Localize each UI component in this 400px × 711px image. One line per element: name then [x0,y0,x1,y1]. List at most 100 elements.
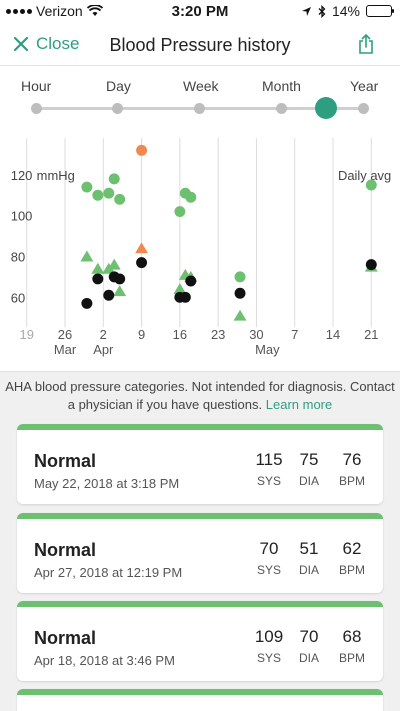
pulse-point [81,297,93,309]
sys-metric: 70 SYS [249,539,289,577]
bpm-value: 68 [342,627,362,646]
diastolic-point [107,258,121,270]
systolic-point [81,181,93,193]
scale-stop-day[interactable] [112,103,123,114]
x-tick-label: 26 [58,327,72,342]
y-tick-label: 60 [11,290,25,305]
bp-chart: 19 26 2 9 16 23 30 7 14 21 Mar Apr May 60 80 100 120 mmHg… [0,137,400,372]
share-button[interactable] [358,33,374,59]
systolic-point [103,187,115,199]
y-tick-label: 80 [11,249,25,264]
dia-value: 75 [299,450,319,469]
dia-metric: 75 DIA [289,450,329,488]
systolic-point [234,271,246,283]
sys-metric: 109 SYS [249,627,289,665]
location-icon [301,6,311,16]
bpm-metric: 76 BPM [332,450,372,488]
pulse-point [365,259,377,271]
scale-label-year[interactable]: Year [350,78,379,94]
close-button[interactable]: Close [14,34,79,54]
diastolic-point [113,285,127,297]
diastolic-point [135,242,149,254]
bpm-metric: 68 BPM [332,627,372,665]
scale-label-hour[interactable]: Hour [21,78,52,94]
x-tick-label: 30 [249,327,263,342]
reading-card[interactable]: Normal May 22, 2018 at 3:18 PM 115 SYS 75… [17,424,383,504]
diastolic-point [173,283,187,295]
x-tick-label: 7 [291,327,298,342]
systolic-point [365,179,377,191]
y-tick-label: 120 [11,168,33,183]
pulse-point [92,273,104,285]
page-title: Blood Pressure history [109,35,291,55]
slider-handle[interactable] [315,97,337,119]
close-icon [14,37,28,51]
pulse-point [136,257,148,269]
battery-percent: 14% [331,3,360,19]
aha-notice: AHA blood pressure categories. Not inten… [0,378,400,414]
systolic-point [174,206,186,218]
y-tick-label: 100 [11,209,33,224]
sys-value: 109 [254,627,284,646]
share-icon [359,33,373,54]
signal-icon [6,8,32,14]
month-label: Apr [93,342,114,357]
status-time: 3:20 PM [171,3,229,20]
x-tick-label: 23 [211,327,225,342]
systolic-point [114,193,126,205]
sys-unit: SYS [256,651,281,665]
reading-card-partial[interactable] [17,689,383,711]
dia-value: 70 [299,627,319,646]
bpm-unit: BPM [338,474,365,488]
dia-metric: 51 DIA [289,539,329,577]
reading-card[interactable]: Normal Apr 27, 2018 at 12:19 PM 70 SYS 51… [17,513,383,593]
time-scale-slider: Hour Day Week Month Year [0,70,400,130]
scale-label-month[interactable]: Month [262,78,301,94]
bpm-value: 76 [342,450,362,469]
bpm-metric: 62 BPM [332,539,372,577]
bpm-unit: BPM [338,651,365,665]
x-tick-label: 2 [100,327,107,342]
reading-category: Normal [34,628,97,648]
learn-more-link[interactable]: Learn more [265,397,333,412]
scale-stop-hour[interactable] [31,103,42,114]
sys-unit: SYS [256,563,281,577]
sys-value: 70 [259,539,279,558]
dia-unit: DIA [298,563,319,577]
reading-card[interactable]: Normal Apr 18, 2018 at 3:46 PM 109 SYS 70… [17,601,383,681]
scale-stop-week[interactable] [194,103,205,114]
dia-unit: DIA [298,651,319,665]
top-panel: Verizon 3:20 PM 14% Close Blood Pressure… [0,0,400,372]
month-label: May [255,342,280,357]
scale-stop-month[interactable] [276,103,287,114]
carrier-label: Verizon [36,3,83,19]
sys-unit: SYS [256,474,281,488]
sys-metric: 115 SYS [249,450,289,488]
pulse-point [103,289,115,301]
diastolic-point [233,309,247,321]
month-label: Mar [54,342,77,357]
systolic-point [92,189,104,201]
systolic-point [108,173,120,185]
scale-stop-year[interactable] [358,103,369,114]
bpm-unit: BPM [338,563,365,577]
diastolic-point [80,250,94,262]
sys-value: 115 [255,450,283,469]
daily-avg-label: Daily avg [338,168,391,183]
bluetooth-icon [318,4,326,18]
x-tick-label: 16 [173,327,187,342]
x-tick-label: 9 [138,327,145,342]
pulse-point [179,291,191,303]
scale-label-week[interactable]: Week [183,78,219,94]
reading-category: Normal [34,451,97,471]
dia-value: 51 [299,539,319,558]
diastolic-point [91,262,105,274]
reading-category: Normal [34,540,97,560]
battery-icon [366,5,394,17]
dia-metric: 70 DIA [289,627,329,665]
x-tick-label: 14 [326,327,340,342]
scale-label-day[interactable]: Day [106,78,131,94]
reading-date: May 22, 2018 at 3:18 PM [34,476,180,491]
bpm-value: 62 [342,539,362,558]
close-label: Close [36,34,80,53]
